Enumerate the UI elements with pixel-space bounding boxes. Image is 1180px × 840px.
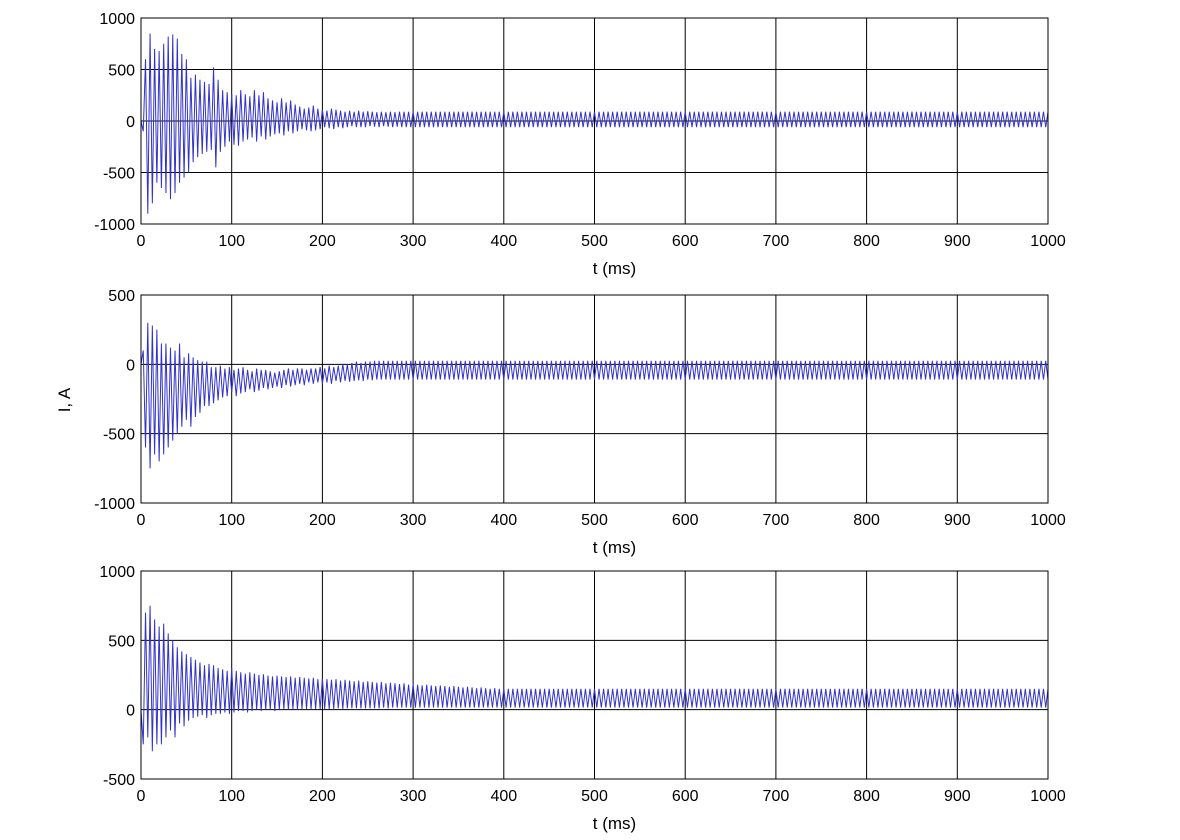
x-tick-label: 900 — [944, 512, 971, 529]
y-tick-label: 500 — [108, 633, 135, 650]
x-tick-label: 1000 — [1030, 233, 1066, 250]
x-tick-label: 0 — [137, 512, 146, 529]
subplot-2: 0 100 200 300 400 500 600 700 800 900 1000 -1000 -50… — [94, 288, 1066, 557]
y-tick-label: -500 — [103, 427, 135, 444]
y-tick-label: 0 — [126, 357, 135, 374]
y-tick-label: 1000 — [99, 564, 135, 581]
x-tick-label: 500 — [581, 512, 608, 529]
subplot-1: 0 100 200 300 400 500 600 700 800 900 1000 -1000 -50… — [94, 11, 1066, 278]
x-tick-label: 400 — [490, 512, 517, 529]
x-tick-label: 400 — [490, 788, 517, 805]
axes-frame — [140, 570, 1049, 780]
x-tick-label: 700 — [763, 512, 790, 529]
series-line-1 — [140, 322, 1049, 469]
y-tick-label: 500 — [108, 288, 135, 305]
x-tick-label: 100 — [218, 788, 245, 805]
x-axis-label: t (ms) — [593, 814, 636, 833]
x-tick-label: 100 — [218, 233, 245, 250]
x-tick-label: 0 — [137, 788, 146, 805]
y-tick-label: 0 — [126, 114, 135, 131]
y-tick-label: -500 — [103, 166, 135, 183]
x-tick-label: 0 — [137, 233, 146, 250]
x-tick-label: 200 — [309, 512, 336, 529]
shared-ylabel: I, A — [55, 387, 74, 412]
y-tick-label: 1000 — [99, 11, 135, 28]
axes-frame — [140, 17, 1049, 225]
x-tick-label: 300 — [400, 512, 427, 529]
x-tick-label: 1000 — [1030, 788, 1066, 805]
x-tick-label: 500 — [581, 233, 608, 250]
x-tick-label: 200 — [309, 788, 336, 805]
y-tick-label: 500 — [108, 63, 135, 80]
x-tick-label: 500 — [581, 788, 608, 805]
x-tick-label: 900 — [944, 233, 971, 250]
x-tick-label: 800 — [853, 788, 880, 805]
x-tick-label: 600 — [672, 512, 699, 529]
y-tick-label: -1000 — [94, 496, 135, 513]
x-tick-label: 900 — [944, 788, 971, 805]
x-axis-label: t (ms) — [593, 538, 636, 557]
x-tick-label: 700 — [763, 233, 790, 250]
x-tick-label: 100 — [218, 512, 245, 529]
series-line-1 — [140, 605, 1049, 752]
x-tick-label: 300 — [400, 788, 427, 805]
y-tick-label: -1000 — [94, 217, 135, 234]
x-tick-label: 800 — [853, 233, 880, 250]
x-tick-label: 600 — [672, 233, 699, 250]
x-tick-label: 700 — [763, 788, 790, 805]
axes-frame — [140, 294, 1049, 504]
x-tick-label: 1000 — [1030, 512, 1066, 529]
subplot-3: 0 100 200 300 400 500 600 700 800 900 1000-5000500… — [99, 564, 1065, 833]
plots-container: 0 100 200 300 400 500 600 700 800 900 1000-1000-50… — [94, 11, 1066, 833]
x-tick-label: 200 — [309, 233, 336, 250]
x-tick-label: 600 — [672, 788, 699, 805]
series-line-1 — [140, 33, 1049, 214]
y-tick-label: 0 — [126, 703, 135, 720]
y-tick-label: -500 — [103, 772, 135, 789]
x-tick-label: 800 — [853, 512, 880, 529]
x-axis-label: t (ms) — [593, 259, 636, 278]
x-tick-label: 300 — [400, 233, 427, 250]
x-tick-label: 400 — [490, 233, 517, 250]
